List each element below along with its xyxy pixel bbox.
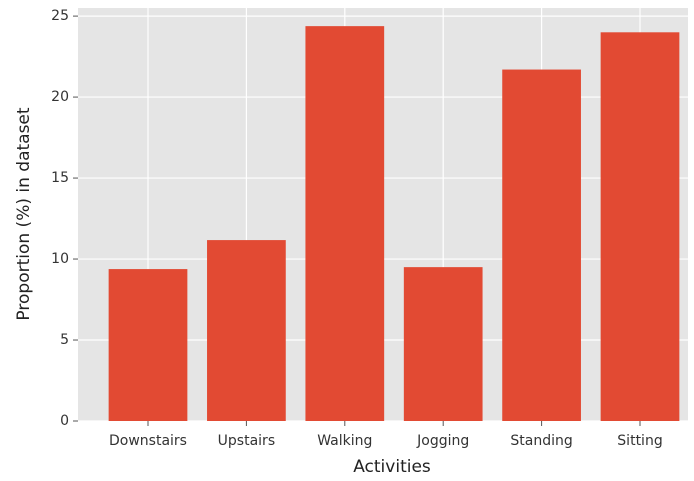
bar bbox=[108, 269, 188, 421]
x-tick-label: Downstairs bbox=[109, 433, 187, 449]
y-tick-label: 15 bbox=[51, 170, 69, 186]
bar bbox=[502, 69, 581, 421]
x-tick-label: Walking bbox=[317, 433, 372, 449]
x-axis-label: Activities bbox=[353, 457, 431, 477]
bar bbox=[305, 26, 385, 421]
y-tick-label: 0 bbox=[60, 413, 69, 429]
y-tick-label: 10 bbox=[51, 251, 69, 267]
y-axis-label: Proportion (%) in dataset bbox=[14, 107, 34, 320]
y-tick-label: 5 bbox=[60, 332, 69, 348]
x-tick-label: Sitting bbox=[617, 433, 662, 449]
x-tick-label: Jogging bbox=[416, 433, 469, 449]
bar bbox=[403, 267, 483, 421]
bar bbox=[207, 240, 286, 421]
x-tick-label: Standing bbox=[510, 433, 572, 449]
y-tick-label: 20 bbox=[51, 89, 69, 105]
x-tick-label: Upstairs bbox=[218, 433, 275, 449]
y-tick-label: 25 bbox=[51, 8, 69, 24]
bar bbox=[600, 32, 680, 421]
